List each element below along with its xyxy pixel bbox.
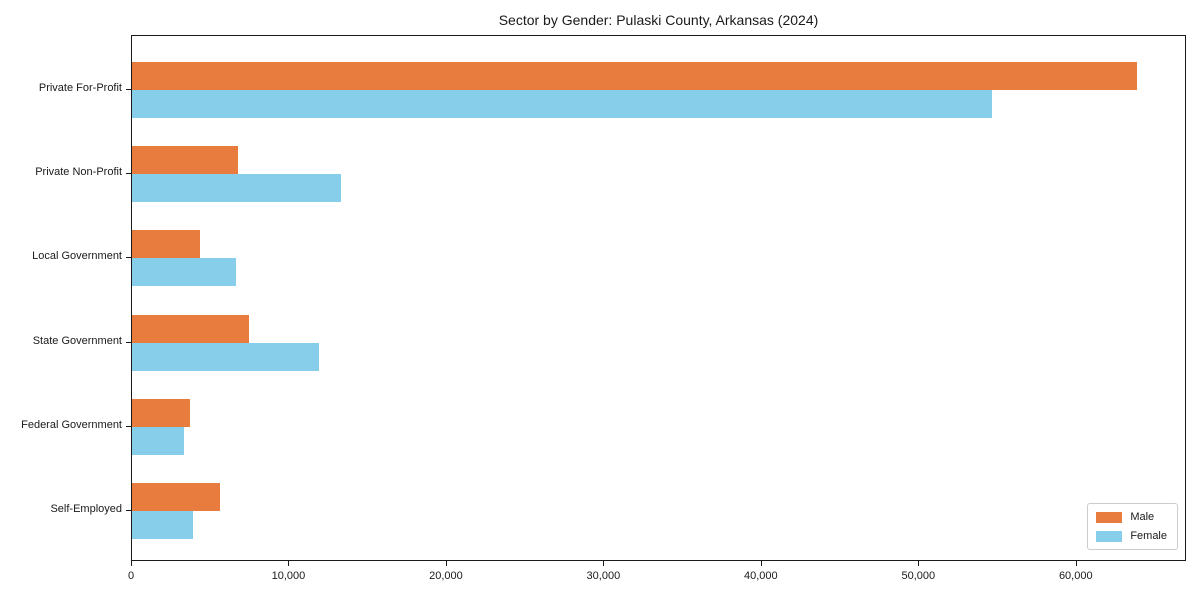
y-tick-mark xyxy=(126,89,131,90)
bar-female-private-for-profit xyxy=(132,90,992,118)
y-tick-mark xyxy=(126,341,131,343)
bar-male-private-non-profit xyxy=(132,146,238,175)
ytick-label: Local Government xyxy=(32,250,122,263)
x-tick-mark xyxy=(1075,561,1077,566)
x-tick-mark xyxy=(131,561,132,566)
ytick-label: State Government xyxy=(32,334,122,347)
legend: Male Female xyxy=(1087,503,1178,550)
xtick-label: 10,000 xyxy=(271,570,306,582)
x-tick-mark xyxy=(445,561,447,566)
y-tick-mark xyxy=(126,257,131,259)
bar-female-local-government xyxy=(132,258,236,287)
bar-male-local-government xyxy=(132,230,200,259)
ytick-label: Private For-Profit xyxy=(38,82,122,94)
bar-male-self-employed xyxy=(132,483,221,511)
x-tick-mark xyxy=(918,561,920,566)
plot-area: Male Female xyxy=(131,35,1186,561)
y-tick-mark xyxy=(126,425,131,427)
x-tick-mark xyxy=(760,561,762,566)
y-tick-mark xyxy=(126,173,131,175)
xtick-label: 50,000 xyxy=(901,570,936,582)
bar-female-federal-government xyxy=(132,426,184,455)
legend-label-male: Male xyxy=(1130,511,1155,523)
y-tick-mark xyxy=(126,510,131,511)
legend-item-female: Female xyxy=(1096,530,1167,542)
ytick-label: Self-Employed xyxy=(50,503,122,515)
x-tick-mark xyxy=(603,561,605,566)
xtick-label: 20,000 xyxy=(429,570,463,582)
xtick-label: 0 xyxy=(127,570,135,582)
bar-female-self-employed xyxy=(132,511,194,539)
xtick-label: 30,000 xyxy=(586,570,621,582)
bar-female-state-government xyxy=(132,342,320,371)
bar-male-private-for-profit xyxy=(132,62,1137,90)
ytick-label: Private Non-Profit xyxy=(35,166,122,179)
male-series-swatch xyxy=(1096,511,1123,523)
ytick-label: Federal Government xyxy=(21,418,122,431)
x-tick-mark xyxy=(288,561,290,566)
bar-female-private-non-profit xyxy=(132,174,342,203)
bar-male-state-government xyxy=(132,314,249,343)
xtick-label: 60,000 xyxy=(1058,570,1093,582)
legend-label-female: Female xyxy=(1130,530,1167,542)
xtick-label: 40,000 xyxy=(744,570,778,582)
bar-male-federal-government xyxy=(132,398,191,427)
female-series-swatch xyxy=(1096,530,1123,542)
legend-item-male: Male xyxy=(1096,511,1167,523)
chart-title: Sector by Gender: Pulaski County, Arkans… xyxy=(498,12,819,28)
